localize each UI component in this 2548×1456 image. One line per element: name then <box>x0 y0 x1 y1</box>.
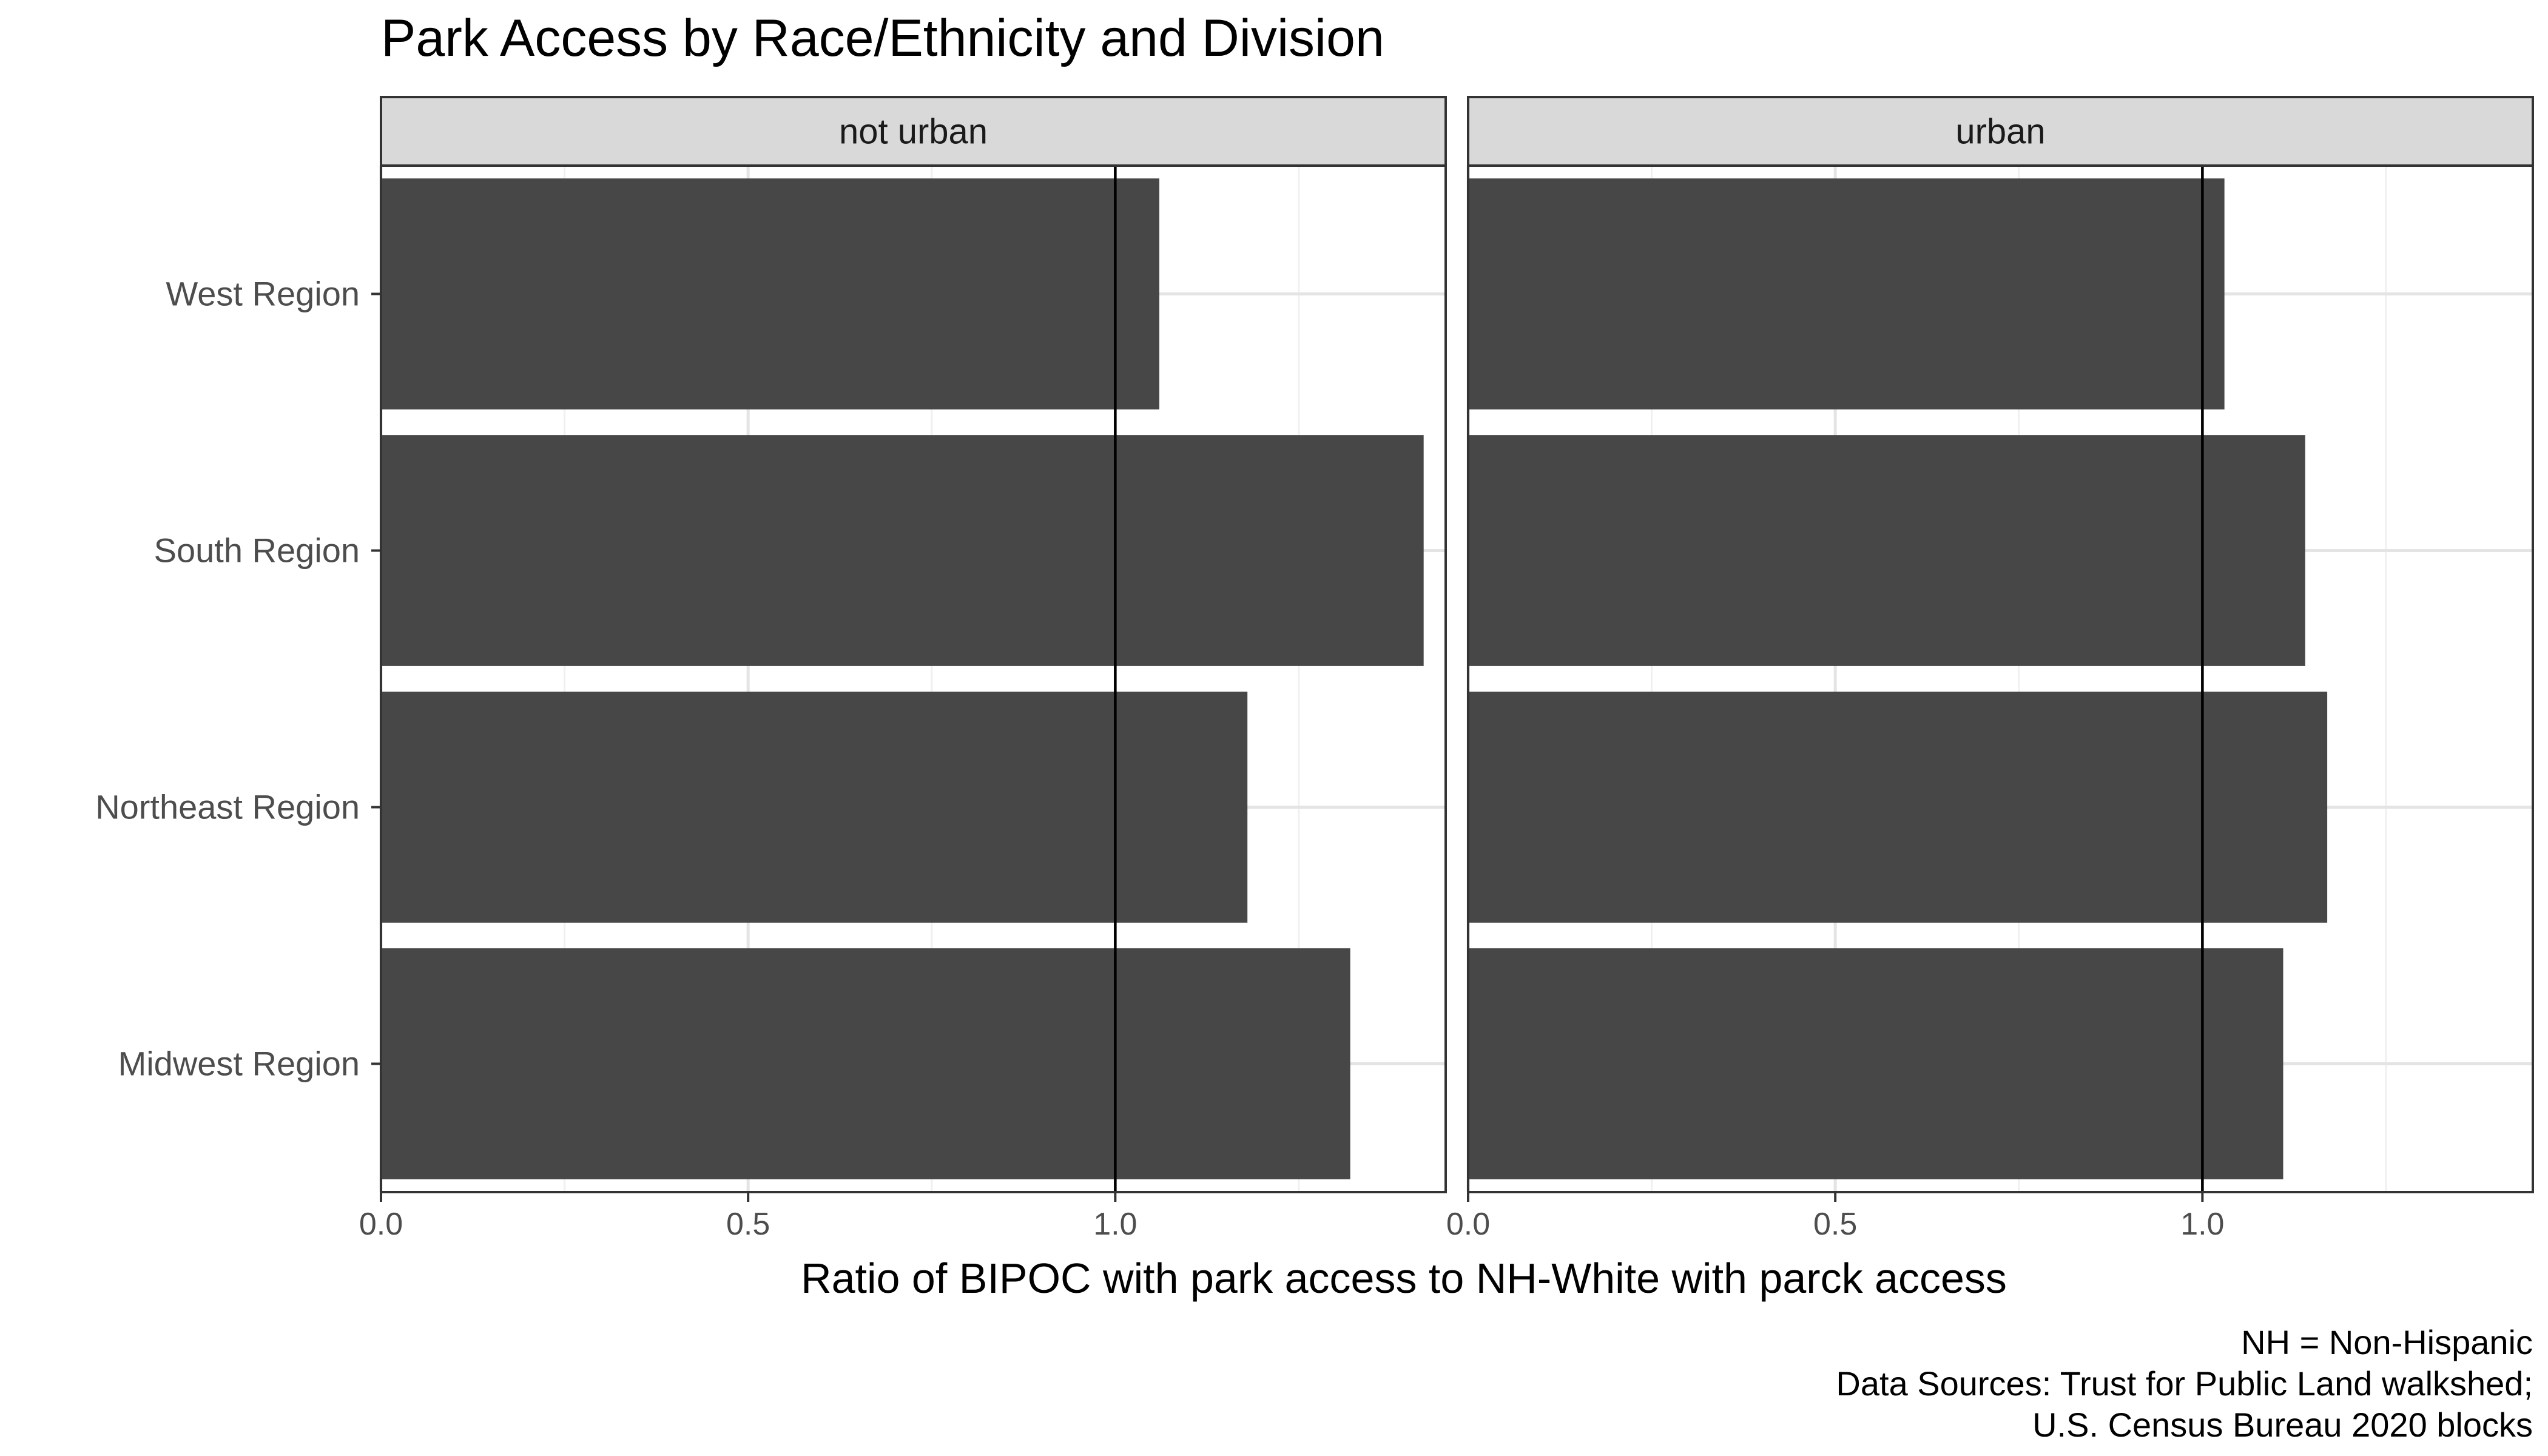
x-axis-title: Ratio of BIPOC with park access to NH-Wh… <box>801 1255 2007 1302</box>
x-tick-label: 1.0 <box>2180 1207 2224 1242</box>
caption-line: U.S. Census Bureau 2020 blocks <box>2032 1406 2533 1444</box>
y-tick-label: Northeast Region <box>95 788 360 826</box>
bar <box>381 692 1248 923</box>
caption-line: NH = Non-Hispanic <box>2241 1323 2533 1361</box>
bar <box>1468 692 2328 923</box>
y-tick-label: West Region <box>166 275 360 313</box>
facet-strip-label: not urban <box>839 112 988 152</box>
facet-strip <box>380 96 1447 167</box>
x-tick-label: 1.0 <box>1093 1207 1137 1242</box>
bar <box>1468 948 2283 1179</box>
bar <box>381 948 1350 1179</box>
bar <box>1468 178 2225 410</box>
chart-title: Park Access by Race/Ethnicity and Divisi… <box>381 9 1384 67</box>
y-axis: West Region South Region Northeast Region M… <box>95 275 381 1083</box>
facet-strip-label: urban <box>1955 112 2045 152</box>
facet-strip <box>1467 96 2534 167</box>
x-tick-label: 0.5 <box>726 1207 770 1242</box>
x-tick-label: 0.0 <box>359 1207 403 1242</box>
x-tick-label: 0.0 <box>1446 1207 1490 1242</box>
bar <box>381 178 1159 410</box>
x-tick-label: 0.5 <box>1813 1207 1857 1242</box>
bar <box>1468 435 2305 666</box>
panel-not-urban: not urban 0.0 0.5 1.0 <box>359 96 1447 1242</box>
y-tick-label: South Region <box>154 531 360 570</box>
y-tick-label: Midwest Region <box>118 1045 360 1083</box>
panels: not urban 0.0 0.5 1.0 urban 0.0 0.5 1.0 <box>359 96 2534 1242</box>
caption-line: Data Sources: Trust for Public Land walk… <box>1836 1364 2533 1403</box>
bar <box>381 435 1424 666</box>
panel-urban: urban 0.0 0.5 1.0 <box>1446 96 2534 1242</box>
